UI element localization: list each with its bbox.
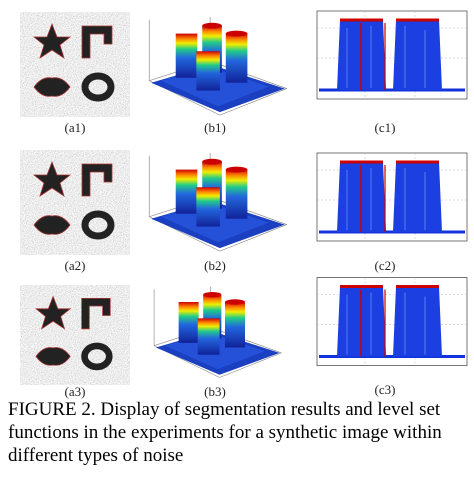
panel-label: (b1) — [204, 120, 226, 135]
image-a1 — [20, 12, 130, 117]
panel-label: (c3) — [375, 382, 396, 397]
panel-label: (b2) — [204, 258, 226, 273]
panel-label: (a2) — [65, 258, 86, 273]
figure: (a1) (b1) (c1) (a2) (b2) (c2) (a3) (b3) … — [0, 9, 469, 399]
surface-b1 — [148, 16, 288, 116]
profile-c2 — [315, 151, 469, 243]
panel-label: (c2) — [375, 258, 396, 273]
profile-c1 — [315, 9, 469, 101]
profile-c3 — [315, 275, 469, 368]
surface-b2 — [148, 152, 288, 252]
panel-label: (a1) — [65, 120, 86, 135]
image-a3 — [23, 285, 128, 385]
panel-label: (a3) — [65, 384, 86, 399]
image-a2 — [20, 150, 130, 255]
surface-b3 — [153, 286, 282, 378]
figure-caption: FIGURE 2. Display of segmentation result… — [8, 399, 442, 466]
panel-label: (c1) — [375, 120, 396, 135]
panel-label: (b3) — [204, 384, 226, 399]
